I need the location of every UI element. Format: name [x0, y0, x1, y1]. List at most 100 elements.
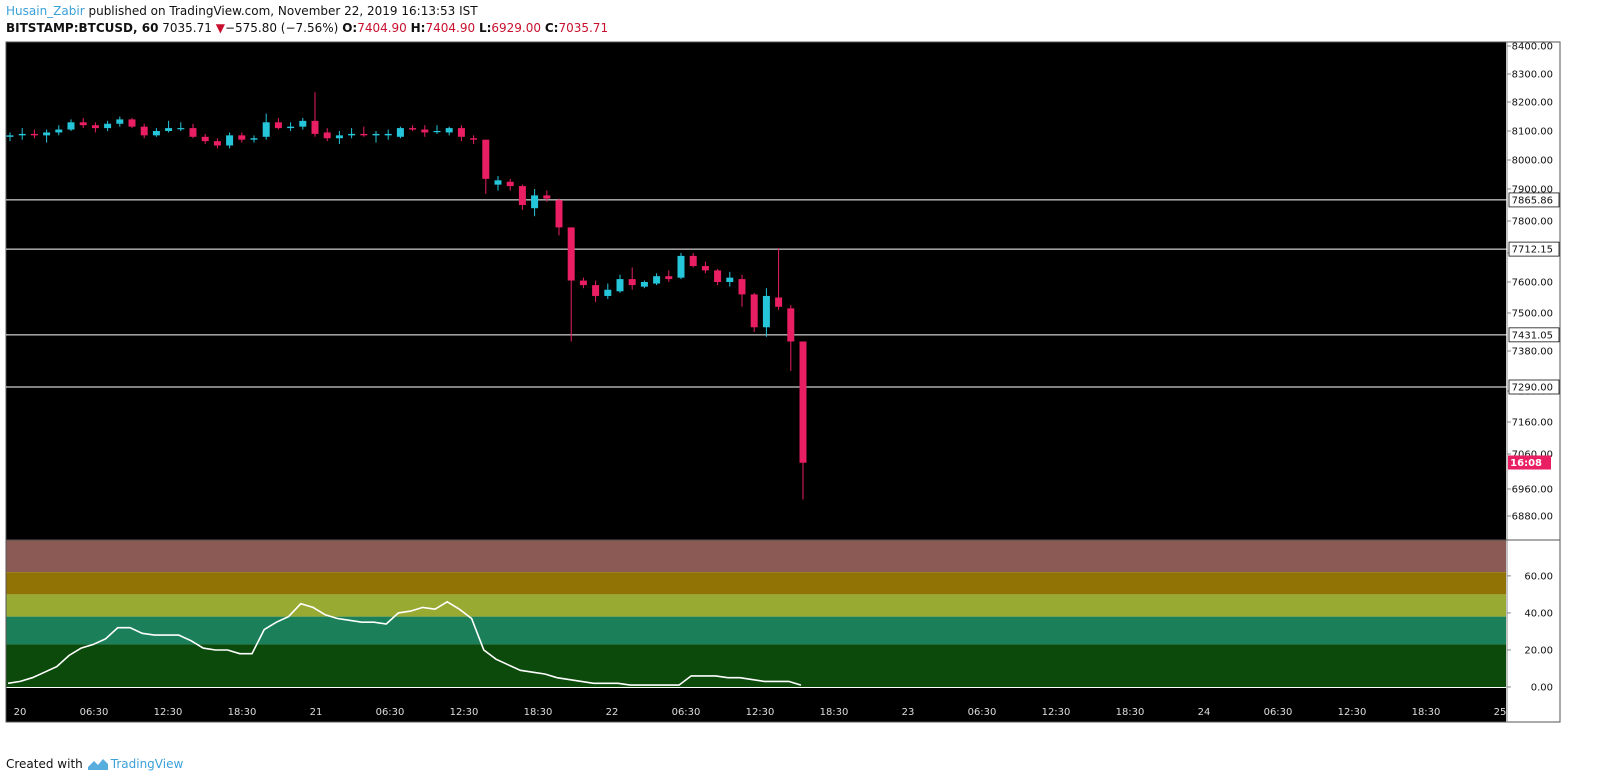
candle-body: [55, 129, 63, 133]
author-link[interactable]: Husain_Zabir: [6, 4, 85, 18]
candle: [750, 292, 758, 332]
rsi-tick-label: 40.00: [1524, 608, 1553, 619]
candle-body: [689, 255, 697, 267]
price-tick-label: 7800.00: [1512, 217, 1553, 228]
candle-body: [396, 128, 404, 137]
candle: [104, 120, 112, 131]
time-tick-label: 06:30: [1264, 707, 1293, 718]
candle: [250, 135, 258, 143]
candle-body: [177, 128, 185, 130]
candle-body: [506, 181, 514, 187]
candle: [348, 128, 356, 139]
rsi-band: [6, 616, 1506, 645]
candle-body: [665, 276, 673, 280]
candle-body: [250, 138, 258, 140]
price-tick-label: 7600.00: [1512, 278, 1553, 289]
candle-body: [445, 128, 453, 133]
candle-body: [311, 120, 319, 134]
price-tick-label: 6960.00: [1512, 485, 1553, 496]
time-tick-label: 12:30: [1042, 707, 1071, 718]
candle: [299, 117, 307, 130]
candle-body: [640, 282, 648, 287]
created-with-text: Created with: [6, 757, 83, 771]
time-tick-label: 06:30: [672, 707, 701, 718]
candle-body: [762, 295, 770, 328]
candle: [482, 139, 490, 194]
candle: [518, 184, 526, 210]
time-tick-label: 18:30: [1412, 707, 1441, 718]
candle: [55, 125, 63, 136]
candle: [433, 125, 441, 134]
candle: [726, 271, 734, 287]
candle: [457, 125, 465, 142]
candle-body: [348, 133, 356, 136]
candle-body: [494, 180, 502, 185]
price-tick-label: 8000.00: [1512, 156, 1553, 167]
price-tick-label: 6880.00: [1512, 512, 1553, 523]
candle: [445, 126, 453, 136]
tradingview-logo-icon: [87, 759, 108, 770]
candle: [714, 268, 722, 286]
rsi-line: [7, 600, 802, 686]
price-tick-label: 8400.00: [1512, 42, 1553, 53]
candle-body: [335, 135, 343, 139]
candle-body: [604, 289, 612, 296]
current-time-label: 16:08: [1510, 458, 1542, 469]
candle: [543, 190, 551, 202]
tradingview-link[interactable]: TradingView: [87, 757, 183, 771]
candle-body: [79, 122, 87, 126]
candle: [152, 128, 160, 137]
level-badge: [1508, 379, 1560, 395]
rsi-band: [6, 540, 1506, 573]
time-tick-label: 23: [902, 707, 915, 718]
candle-body: [555, 200, 563, 228]
price-pane: [6, 42, 1506, 540]
time-tick-label: 20: [14, 707, 27, 718]
candle-body: [116, 119, 124, 124]
price-change: −575.80 (−7.56%): [224, 21, 339, 35]
candle: [604, 283, 612, 300]
rsi-tick-label: 0.00: [1531, 683, 1553, 694]
rsi-tick-label: 20.00: [1524, 645, 1553, 656]
candle: [677, 253, 685, 280]
low-label: L:: [478, 21, 492, 35]
last-price: 7035.71: [162, 21, 212, 35]
candle: [189, 123, 197, 139]
candle-body: [104, 123, 112, 129]
candle-body: [579, 280, 587, 286]
candle-body: [189, 128, 197, 137]
published-text: published on TradingView.com, November 2…: [88, 4, 478, 18]
candle-body: [213, 141, 221, 146]
candle-body: [433, 131, 441, 133]
candle: [579, 277, 587, 289]
candle: [653, 273, 661, 286]
candle: [665, 270, 673, 282]
rsi-band: [6, 594, 1506, 617]
level-badge: [1508, 192, 1560, 208]
candle: [18, 128, 26, 140]
time-tick-label: 12:30: [1338, 707, 1367, 718]
candle-body: [287, 126, 295, 129]
candle-body: [299, 120, 307, 127]
candle-body: [18, 133, 26, 136]
candle-body: [616, 279, 624, 292]
price-tick-label: 8200.00: [1512, 98, 1553, 109]
candle-body: [323, 132, 331, 139]
price-tick-label: 7160.00: [1512, 418, 1553, 429]
candle: [470, 135, 478, 145]
candle: [128, 117, 136, 129]
candle-body: [274, 122, 282, 129]
symbol-info: BITSTAMP:BTCUSD, 60 7035.71 ▼−575.80 (−7…: [6, 21, 608, 35]
candle-body: [653, 276, 661, 284]
candle-body: [140, 126, 148, 136]
high-label: H:: [410, 21, 426, 35]
candle-body: [738, 279, 746, 295]
candle: [372, 131, 380, 143]
candle: [409, 125, 417, 131]
candle-body: [67, 122, 75, 130]
candle-body: [775, 297, 783, 307]
candle-body: [470, 138, 478, 140]
candle: [738, 274, 746, 307]
candle-body: [384, 133, 392, 136]
